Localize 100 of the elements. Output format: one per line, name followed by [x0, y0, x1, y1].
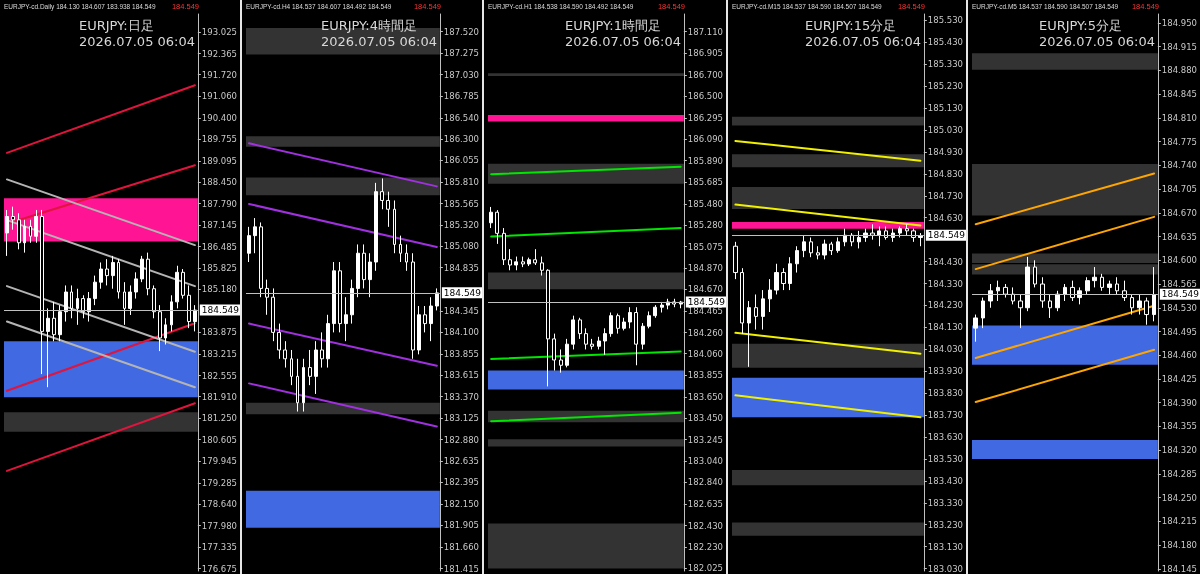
y-tick-label: 184.355 — [1161, 421, 1198, 432]
y-tick-label: 183.830 — [927, 388, 964, 399]
candlestick — [857, 230, 861, 249]
y-tick-label: 190.400 — [201, 113, 238, 124]
candlestick — [1144, 297, 1149, 326]
candlestick — [502, 227, 506, 266]
ref-line-label: 184.549 — [927, 230, 966, 241]
candlestick — [634, 306, 638, 366]
candlestick — [590, 338, 594, 350]
y-tick-label: 184.180 — [1161, 540, 1198, 551]
candlestick — [584, 327, 588, 350]
y-tick-label: 184.145 — [1161, 563, 1198, 574]
y-tick-label: 187.520 — [443, 26, 480, 37]
candlestick — [140, 255, 144, 283]
y-tick-label: 178.640 — [201, 499, 238, 510]
y-tick-label: 184.230 — [927, 300, 964, 311]
candlestick — [374, 182, 378, 272]
candlestick — [247, 226, 251, 263]
y-tick-label: 184.565 — [1161, 279, 1198, 290]
candlestick — [93, 275, 97, 306]
candlestick — [29, 219, 32, 244]
candlestick — [152, 284, 156, 319]
candlestick — [158, 304, 162, 352]
candlestick — [843, 228, 847, 247]
candlestick — [609, 312, 613, 338]
y-tick-label: 186.700 — [687, 70, 724, 81]
candlestick — [87, 291, 91, 323]
candlestick — [117, 258, 120, 300]
text: 2026.07.05 06:04 — [320, 34, 437, 49]
candlestick — [774, 263, 779, 295]
y-tick-label: 184.775 — [1161, 136, 1198, 147]
candlestick — [265, 279, 269, 316]
y-tick-label: 184.495 — [1161, 326, 1198, 337]
candlestick — [296, 358, 299, 413]
candlestick — [660, 301, 664, 313]
y-tick-label: 184.635 — [1161, 231, 1198, 242]
y-tick-label: 183.855 — [443, 348, 480, 359]
candlestick — [134, 271, 138, 300]
candlestick — [761, 289, 765, 331]
y-tick-label: 184.670 — [1161, 207, 1198, 218]
y-tick-label: 185.530 — [927, 15, 964, 26]
candlestick — [271, 287, 275, 342]
candlestick — [76, 288, 79, 326]
candlestick — [733, 241, 738, 280]
candlestick — [386, 191, 390, 228]
y-tick-label: 183.130 — [927, 541, 964, 552]
candlestick — [1107, 280, 1112, 295]
y-tick-label: 186.905 — [687, 48, 724, 59]
y-tick-label: 183.650 — [687, 391, 724, 402]
y-tick-label: 176.675 — [201, 563, 238, 574]
candlestick — [578, 317, 582, 340]
y-tick-label: 184.670 — [687, 284, 724, 295]
y-tick-label: 189.755 — [201, 134, 238, 145]
y-tick-label: 186.055 — [443, 155, 480, 166]
y-tick-label: 183.245 — [687, 434, 724, 445]
y-tick-label: 177.980 — [201, 520, 238, 531]
candlestick — [181, 268, 185, 300]
y-tick-label: 185.565 — [443, 198, 480, 209]
y-tick-label: 184.930 — [927, 146, 964, 157]
candlestick — [187, 284, 191, 329]
candlestick — [1003, 283, 1008, 299]
y-tick-label: 177.335 — [201, 541, 238, 552]
y-tick-label: 184.030 — [927, 344, 964, 355]
candlestick — [1122, 280, 1127, 302]
ref-line-label: 184.549 — [201, 305, 240, 316]
y-tick-label: 182.880 — [443, 434, 480, 445]
candlestick — [105, 258, 109, 286]
y-tick-label: 179.285 — [201, 477, 238, 488]
y-tick-label: 182.230 — [687, 541, 724, 552]
candlestick — [417, 305, 421, 355]
candlestick — [423, 305, 427, 333]
y-tick-label: 183.450 — [687, 413, 724, 424]
y-tick-label: 184.100 — [443, 327, 480, 338]
y-tick-label: 184.915 — [1161, 41, 1198, 52]
candlestick — [996, 280, 1000, 302]
candlestick — [653, 304, 657, 319]
candlestick — [565, 338, 569, 368]
y-tick-label: 183.630 — [927, 432, 964, 443]
candlestick — [788, 256, 792, 291]
y-tick-label: 182.635 — [443, 456, 480, 467]
y-tick-label: 192.365 — [201, 48, 238, 59]
candlestick — [822, 239, 827, 260]
candlestick — [809, 236, 813, 258]
y-tick-label: 191.720 — [201, 69, 238, 80]
candlestick — [1048, 293, 1052, 319]
y-tick-label: 182.840 — [687, 477, 724, 488]
candlestick — [1055, 290, 1060, 312]
chart-title: EURJPY:1時間足 — [564, 18, 661, 33]
y-tick-label: 181.415 — [443, 563, 480, 574]
y-tick-label: 183.530 — [927, 453, 964, 464]
y-tick-label: 184.430 — [927, 256, 964, 267]
y-tick-label: 184.630 — [927, 212, 964, 223]
candlestick — [1018, 293, 1023, 329]
y-tick-label: 186.785 — [443, 91, 480, 102]
y-tick-label: 180.605 — [201, 434, 238, 445]
candlestick — [326, 314, 330, 369]
candlestick — [1040, 276, 1045, 309]
y-tick-label: 184.130 — [927, 322, 964, 333]
candlestick — [521, 256, 525, 268]
candlestick — [1137, 293, 1142, 316]
